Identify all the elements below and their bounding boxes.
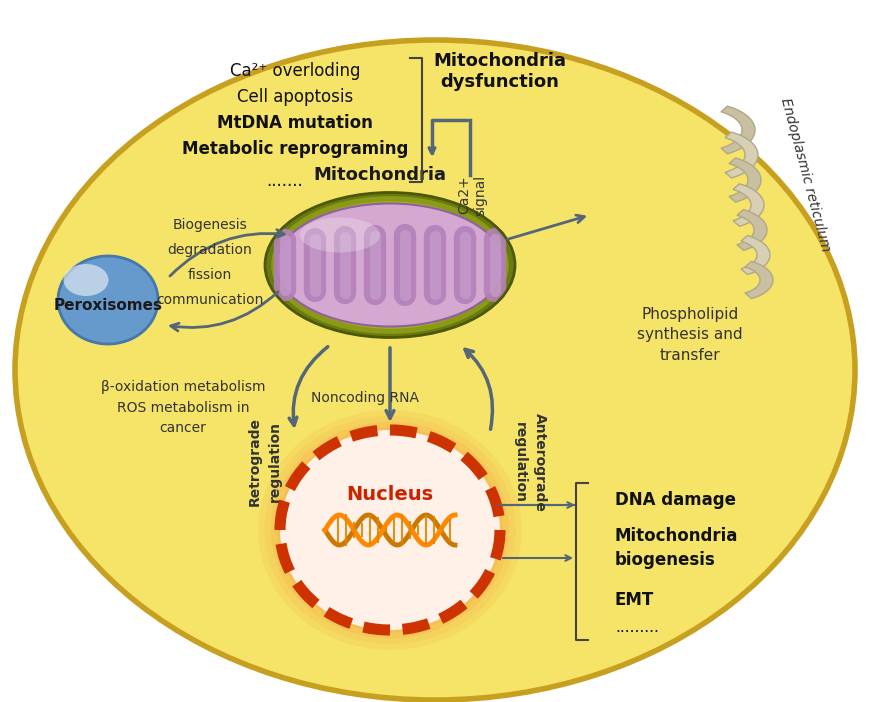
Text: EMT: EMT (614, 591, 653, 609)
Ellipse shape (360, 503, 420, 557)
FancyArrowPatch shape (170, 292, 278, 331)
Polygon shape (720, 106, 754, 154)
Ellipse shape (328, 474, 451, 586)
Ellipse shape (322, 468, 458, 592)
Text: Mitochondria
dysfunction: Mitochondria dysfunction (433, 52, 566, 91)
Ellipse shape (265, 192, 514, 338)
Ellipse shape (75, 271, 141, 329)
Ellipse shape (89, 283, 128, 317)
Ellipse shape (300, 218, 380, 253)
Ellipse shape (85, 280, 130, 320)
Text: .......: ....... (266, 172, 303, 190)
Polygon shape (736, 210, 766, 251)
Text: Biogenesis
degradation
fission
communication: Biogenesis degradation fission communica… (156, 218, 263, 307)
Polygon shape (724, 132, 757, 178)
Ellipse shape (366, 508, 414, 552)
Ellipse shape (264, 416, 515, 644)
Ellipse shape (98, 292, 117, 308)
Ellipse shape (334, 479, 445, 581)
Ellipse shape (315, 462, 464, 598)
Ellipse shape (102, 295, 114, 305)
Ellipse shape (308, 456, 470, 604)
Ellipse shape (295, 445, 483, 615)
Ellipse shape (71, 268, 144, 332)
Ellipse shape (63, 264, 109, 296)
Text: Metabolic reprograming: Metabolic reprograming (182, 140, 408, 158)
Text: Mitochondria: Mitochondria (313, 166, 446, 184)
Polygon shape (740, 235, 769, 274)
Text: Endoplasmic reticulum: Endoplasmic reticulum (777, 97, 832, 253)
Polygon shape (728, 158, 760, 202)
Text: Mitochondria
biogenesis: Mitochondria biogenesis (614, 527, 738, 569)
FancyArrowPatch shape (465, 350, 492, 430)
Ellipse shape (341, 485, 439, 575)
Ellipse shape (64, 262, 151, 338)
Polygon shape (744, 261, 773, 298)
Text: MtDNA mutation: MtDNA mutation (216, 114, 373, 132)
Ellipse shape (280, 201, 500, 329)
Text: Noncoding RNA: Noncoding RNA (310, 391, 419, 405)
Ellipse shape (379, 520, 401, 540)
Text: Phospholipid
synthesis and
transfer: Phospholipid synthesis and transfer (636, 307, 742, 364)
Ellipse shape (105, 298, 110, 302)
Ellipse shape (372, 514, 407, 545)
Ellipse shape (271, 196, 508, 334)
Ellipse shape (258, 410, 521, 650)
FancyArrowPatch shape (386, 347, 394, 418)
Text: Nucleus: Nucleus (346, 486, 433, 505)
Ellipse shape (68, 265, 148, 335)
FancyArrowPatch shape (169, 230, 284, 276)
Text: DNA damage: DNA damage (614, 491, 735, 509)
Ellipse shape (283, 433, 496, 627)
Ellipse shape (96, 289, 121, 311)
Text: .........: ......... (614, 621, 658, 635)
Ellipse shape (78, 274, 137, 326)
Ellipse shape (270, 422, 508, 638)
Text: Ca²⁺ overloding: Ca²⁺ overloding (229, 62, 360, 80)
Ellipse shape (280, 430, 500, 630)
Ellipse shape (58, 256, 158, 344)
Text: Cell apoptosis: Cell apoptosis (236, 88, 353, 106)
Ellipse shape (58, 256, 158, 344)
Ellipse shape (289, 439, 489, 621)
Ellipse shape (302, 451, 477, 609)
Text: Ca2+
signal: Ca2+ signal (456, 174, 487, 216)
Text: β-oxidation metabolism
ROS metabolism in
cancer: β-oxidation metabolism ROS metabolism in… (101, 380, 265, 435)
Text: Retrograde
regulation: Retrograde regulation (248, 418, 282, 507)
Ellipse shape (353, 497, 426, 563)
Ellipse shape (92, 286, 124, 314)
Text: Peroxisomes: Peroxisomes (53, 298, 163, 312)
Ellipse shape (275, 204, 503, 326)
Ellipse shape (277, 428, 502, 633)
FancyArrowPatch shape (507, 215, 584, 239)
Polygon shape (733, 184, 763, 226)
Ellipse shape (347, 491, 433, 569)
Ellipse shape (82, 277, 134, 323)
Ellipse shape (15, 40, 854, 700)
FancyArrowPatch shape (289, 347, 328, 425)
Ellipse shape (62, 259, 155, 341)
Text: Anterograde
regulation: Anterograde regulation (513, 413, 546, 512)
